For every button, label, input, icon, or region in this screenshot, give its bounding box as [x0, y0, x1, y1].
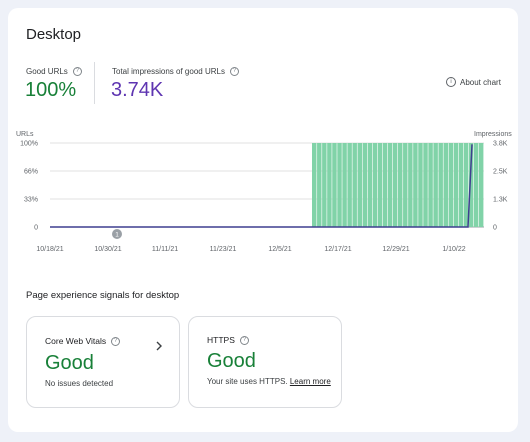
chart-bar — [443, 143, 448, 227]
learn-more-link[interactable]: Learn more — [289, 377, 331, 386]
chart-bar — [453, 143, 459, 227]
good-urls-label: Good URLs? — [26, 67, 82, 77]
chart-bar — [387, 143, 393, 227]
about-chart-button[interactable]: i About chart — [446, 77, 501, 87]
x-tick-label: 12/17/21 — [324, 246, 351, 253]
help-icon[interactable]: ? — [111, 337, 121, 347]
annotation-marker[interactable]: 1 — [112, 229, 122, 239]
chart-bar — [413, 143, 418, 227]
chart-bar — [473, 143, 479, 227]
chart-bar — [428, 143, 433, 227]
right-tick-label: 1.3K — [493, 197, 508, 204]
chart-bar — [438, 143, 443, 227]
chart-bar — [403, 143, 408, 227]
chart-bar — [337, 143, 342, 227]
core-web-vitals-card[interactable]: Core Web Vitals? Good No issues detected — [26, 316, 180, 408]
chart-bar — [468, 143, 474, 227]
impressions-value: 3.74K — [111, 79, 164, 101]
about-chart-label: About chart — [460, 77, 501, 87]
left-tick-label: 100% — [20, 141, 38, 148]
chart-bar — [433, 143, 438, 227]
https-label: HTTPS? — [207, 335, 249, 346]
chart-bar — [322, 143, 327, 227]
chart-bar — [392, 143, 398, 227]
core-web-vitals-label: Core Web Vitals? — [45, 336, 121, 347]
chart-bar — [347, 143, 352, 227]
desktop-card: Desktop Good URLs? 100% Total impression… — [8, 8, 518, 432]
performance-chart: URLs Impressions 100% 66% 33% 0 3.8K 2.5K 1.3… — [16, 131, 512, 253]
chart-bar — [463, 143, 469, 227]
annotation-label: 1 — [115, 232, 119, 239]
right-tick-label: 3.8K — [493, 141, 508, 148]
chart-bar — [317, 143, 322, 227]
chart-bar — [423, 143, 428, 227]
chart-bar — [408, 143, 413, 227]
right-axis-label: Impressions — [474, 131, 512, 138]
x-tick-label: 11/23/21 — [210, 246, 237, 253]
signals-title: Page experience signals for desktop — [26, 290, 180, 301]
https-status: Good — [207, 350, 256, 372]
chart-bar — [458, 143, 464, 227]
chart-bar — [362, 143, 368, 227]
https-description: Your site uses HTTPS. Learn more — [207, 377, 331, 386]
left-tick-label: 0 — [34, 225, 38, 232]
right-tick-label: 0 — [493, 225, 497, 232]
impressions-label: Total impressions of good URLs? — [112, 67, 239, 77]
chart-bar — [357, 143, 362, 227]
x-tick-label: 10/18/21 — [36, 246, 63, 253]
metric-divider — [94, 62, 95, 104]
core-web-vitals-status: Good — [45, 352, 94, 374]
help-icon[interactable]: ? — [229, 67, 239, 77]
https-card: HTTPS? Good Your site uses HTTPS. Learn … — [188, 316, 342, 408]
chart-bar — [448, 143, 454, 227]
chart-bar — [372, 143, 378, 227]
right-tick-label: 2.5K — [493, 169, 508, 176]
left-tick-label: 66% — [24, 169, 38, 176]
help-icon[interactable]: ? — [239, 336, 249, 346]
x-tick-label: 12/29/21 — [382, 246, 409, 253]
chart-bar — [327, 143, 332, 227]
good-urls-value: 100% — [25, 79, 77, 101]
chart-bar — [352, 143, 357, 227]
chart-bar — [398, 143, 403, 227]
chart-bar — [342, 143, 347, 227]
chart-bar — [312, 143, 317, 227]
left-tick-label: 33% — [24, 197, 38, 204]
chart-bar — [418, 143, 423, 227]
left-axis-label: URLs — [16, 131, 34, 138]
info-icon: i — [446, 77, 456, 87]
page-title: Desktop — [26, 26, 82, 43]
core-web-vitals-description: No issues detected — [45, 379, 114, 388]
chart-bar — [367, 143, 373, 227]
chart-bar — [332, 143, 337, 227]
x-tick-label: 12/5/21 — [268, 246, 291, 253]
help-icon[interactable]: ? — [72, 67, 82, 77]
impressions-line — [50, 144, 473, 228]
chart-bar — [478, 143, 484, 227]
x-tick-label: 1/10/22 — [442, 246, 465, 253]
chart-bar — [377, 143, 383, 227]
x-tick-label: 11/11/21 — [152, 246, 178, 253]
chart-bar — [382, 143, 388, 227]
chevron-right-icon[interactable] — [155, 341, 163, 351]
x-tick-label: 10/30/21 — [94, 246, 121, 253]
